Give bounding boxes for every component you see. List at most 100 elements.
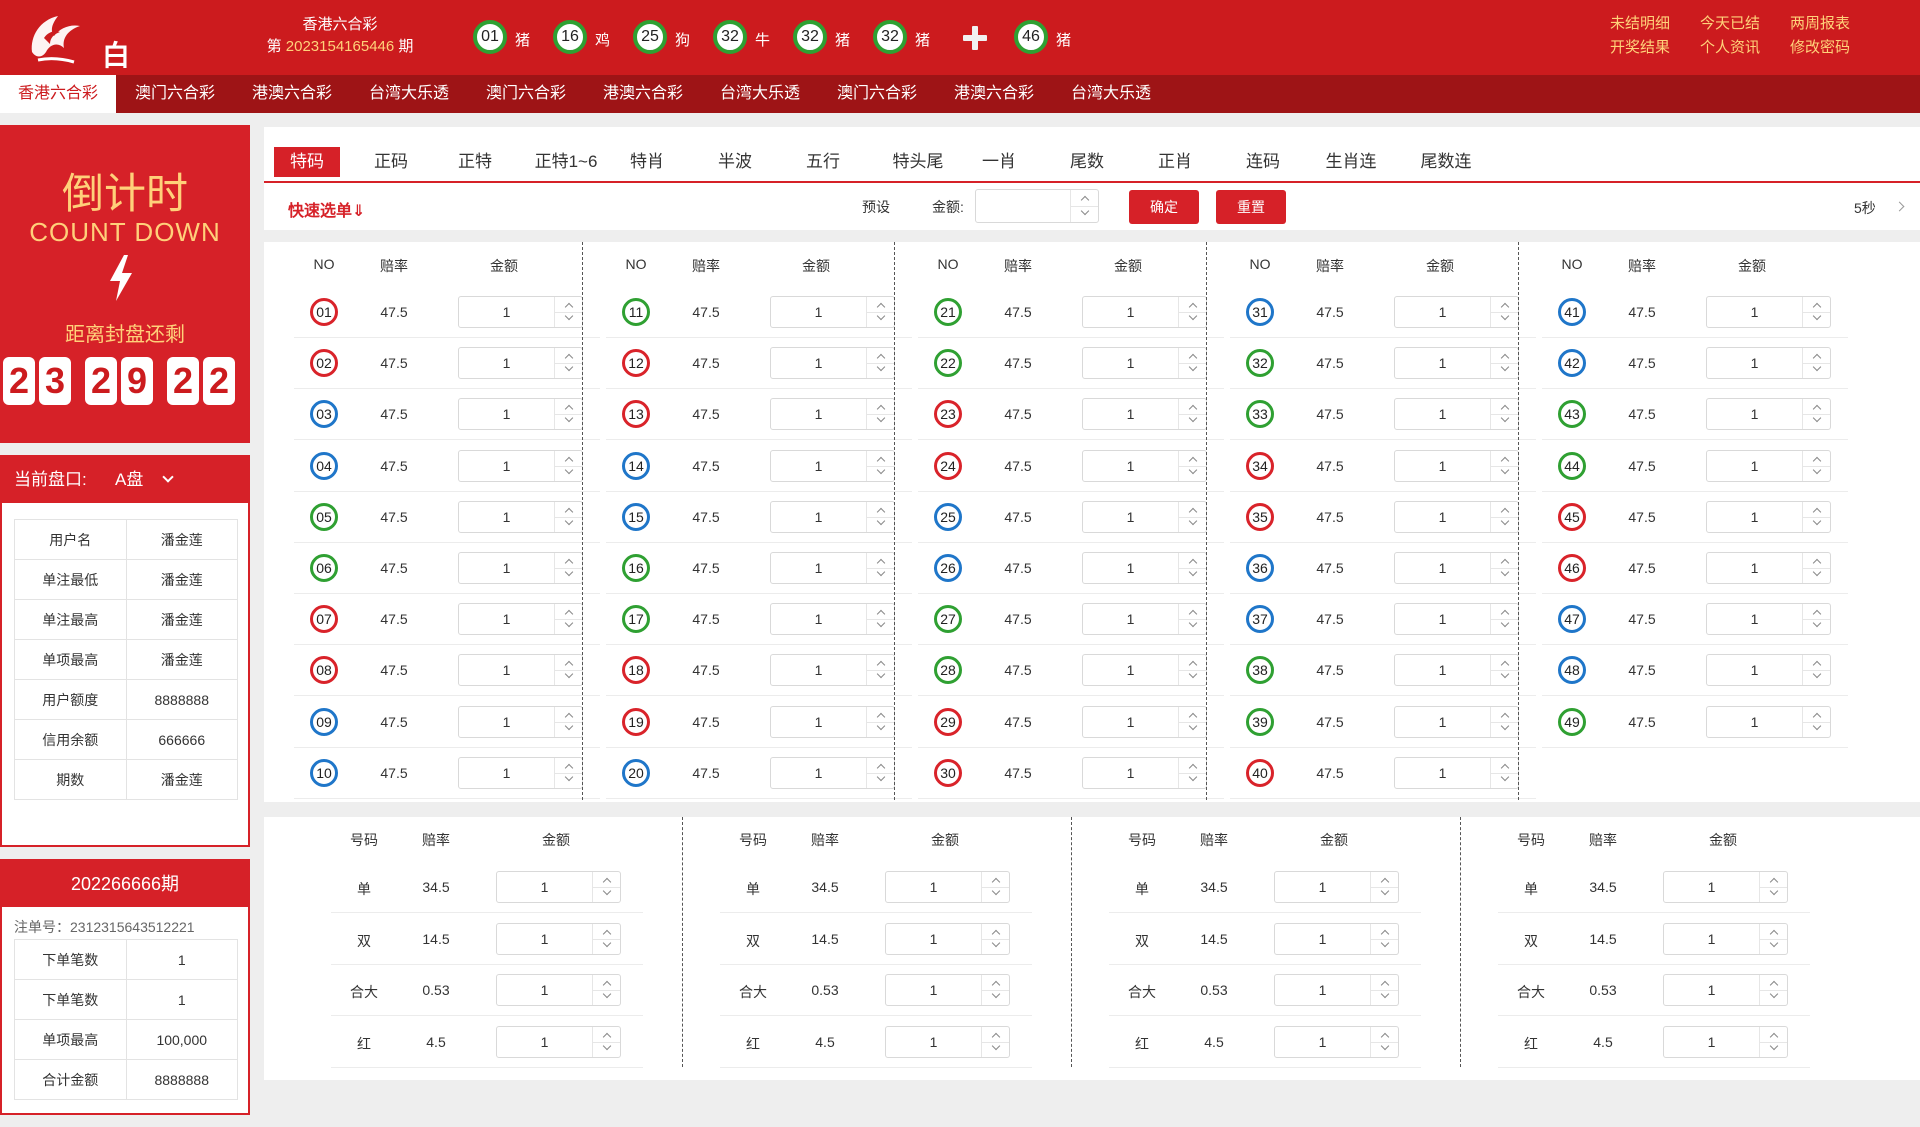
amount-stepper[interactable]: 1 — [1274, 974, 1399, 1006]
amount-value[interactable]: 1 — [1126, 457, 1135, 474]
amount-stepper[interactable]: 1 — [1082, 603, 1207, 636]
number-ball[interactable]: 12 — [622, 349, 650, 378]
stepper-arrows-icon[interactable] — [592, 872, 620, 902]
amount-input-value[interactable] — [976, 190, 1070, 222]
amount-stepper[interactable]: 1 — [770, 500, 895, 533]
amount-stepper[interactable]: 1 — [885, 1025, 1010, 1058]
amount-stepper[interactable]: 1 — [1706, 449, 1831, 482]
number-ball[interactable]: 25 — [934, 502, 962, 531]
stepper-arrows-icon[interactable] — [1490, 399, 1518, 430]
amount-stepper[interactable]: 1 — [1394, 552, 1519, 584]
amount-value[interactable]: 1 — [502, 662, 511, 679]
amount-value[interactable]: 1 — [814, 713, 823, 730]
amount-value[interactable]: 1 — [1750, 457, 1759, 474]
amount-stepper[interactable]: 1 — [458, 552, 583, 584]
amount-value[interactable]: 1 — [1750, 713, 1759, 730]
stepper-arrows-icon[interactable] — [1178, 757, 1206, 788]
amount-stepper[interactable]: 1 — [1706, 603, 1831, 636]
number-ball[interactable]: 48 — [1558, 656, 1586, 685]
amount-value[interactable]: 1 — [1126, 713, 1135, 730]
amount-value[interactable]: 1 — [502, 508, 511, 525]
amount-stepper[interactable]: 1 — [770, 347, 895, 380]
amount-input[interactable] — [975, 189, 1099, 223]
amount-stepper[interactable]: 1 — [1274, 1025, 1399, 1058]
play-tab[interactable]: 特肖 — [630, 152, 664, 171]
stepper-arrows-icon[interactable] — [554, 655, 582, 686]
number-ball[interactable]: 08 — [310, 656, 338, 685]
number-ball[interactable]: 10 — [310, 758, 338, 787]
stepper-arrows-icon[interactable] — [1759, 1026, 1787, 1057]
play-tab[interactable]: 五行 — [806, 152, 840, 171]
stepper-arrows-icon[interactable] — [1759, 923, 1787, 954]
amount-stepper[interactable]: 1 — [1394, 449, 1519, 482]
amount-stepper[interactable]: 1 — [458, 500, 583, 533]
amount-stepper[interactable]: 1 — [1663, 922, 1788, 955]
amount-stepper[interactable]: 1 — [1706, 398, 1831, 431]
play-tab[interactable]: 半波 — [718, 152, 752, 171]
stepper-arrows-icon[interactable] — [981, 975, 1009, 1005]
amount-stepper[interactable]: 1 — [1082, 500, 1207, 533]
lottery-tab[interactable]: 港澳六合彩 — [602, 85, 683, 102]
play-tab[interactable]: 正特1~6 — [534, 152, 598, 171]
amount-value[interactable]: 1 — [1707, 879, 1716, 895]
plate-value[interactable]: A盘 — [115, 470, 144, 489]
amount-stepper[interactable]: 1 — [496, 871, 621, 903]
number-ball[interactable]: 14 — [622, 451, 650, 480]
stepper-arrows-icon[interactable] — [1370, 1026, 1398, 1057]
amount-value[interactable]: 1 — [814, 764, 823, 781]
stepper-arrows-icon[interactable] — [1490, 348, 1518, 379]
stepper-arrows-icon[interactable] — [554, 450, 582, 481]
stepper-arrows-icon[interactable] — [1178, 604, 1206, 635]
amount-value[interactable]: 1 — [929, 879, 938, 895]
amount-value[interactable]: 1 — [1750, 611, 1759, 628]
amount-stepper[interactable]: 1 — [1394, 603, 1519, 636]
stepper-arrows-icon[interactable] — [1370, 872, 1398, 902]
amount-value[interactable]: 1 — [814, 662, 823, 679]
number-ball[interactable]: 33 — [1246, 400, 1274, 429]
number-ball[interactable]: 37 — [1246, 605, 1274, 634]
amount-value[interactable]: 1 — [1126, 355, 1135, 372]
amount-stepper[interactable]: 1 — [1706, 654, 1831, 687]
stepper-arrows-icon[interactable] — [1490, 553, 1518, 583]
amount-value[interactable]: 1 — [1318, 879, 1327, 895]
amount-value[interactable]: 1 — [1707, 930, 1716, 947]
amount-value[interactable]: 1 — [1126, 508, 1135, 525]
amount-value[interactable]: 1 — [1438, 611, 1447, 628]
amount-stepper[interactable]: 1 — [1082, 296, 1207, 328]
amount-stepper[interactable]: 1 — [1394, 500, 1519, 533]
chevron-down-icon[interactable] — [162, 471, 174, 483]
amount-stepper[interactable]: 1 — [1394, 654, 1519, 687]
lottery-tab[interactable]: 台湾大乐透 — [368, 85, 449, 102]
amount-value[interactable]: 1 — [502, 713, 511, 730]
number-ball[interactable]: 04 — [310, 451, 338, 480]
lottery-tab[interactable]: 港澳六合彩 — [251, 85, 332, 102]
stepper-arrows-icon[interactable] — [1178, 297, 1206, 327]
refresh-interval[interactable]: 5秒 — [1854, 200, 1876, 216]
stepper-arrows-icon[interactable] — [1802, 450, 1830, 481]
amount-value[interactable]: 1 — [1438, 713, 1447, 730]
amount-stepper[interactable]: 1 — [1394, 756, 1519, 789]
amount-value[interactable]: 1 — [814, 611, 823, 628]
number-ball[interactable]: 21 — [934, 298, 962, 326]
stepper-arrows-icon[interactable] — [866, 553, 894, 583]
number-ball[interactable]: 11 — [622, 298, 650, 326]
play-tab[interactable]: 特码 — [274, 147, 340, 177]
stepper-arrows-icon[interactable] — [554, 297, 582, 327]
number-ball[interactable]: 34 — [1246, 451, 1274, 480]
stepper-arrows-icon[interactable] — [1178, 655, 1206, 686]
lottery-tab[interactable]: 澳门六合彩 — [836, 85, 917, 102]
stepper-arrows-icon[interactable] — [1802, 399, 1830, 430]
amount-value[interactable]: 1 — [540, 1033, 549, 1050]
stepper-arrows-icon[interactable] — [866, 604, 894, 635]
quick-select-toggle[interactable]: 快速选单⇓ — [288, 203, 366, 220]
amount-value[interactable]: 1 — [814, 508, 823, 525]
stepper-arrows-icon[interactable] — [1178, 348, 1206, 379]
play-tab[interactable]: 尾数连 — [1420, 152, 1472, 171]
amount-value[interactable]: 1 — [814, 406, 823, 423]
play-tab[interactable]: 连码 — [1246, 152, 1280, 171]
stepper-arrows-icon[interactable] — [554, 501, 582, 532]
number-ball[interactable]: 47 — [1558, 605, 1586, 634]
lottery-tab[interactable]: 香港六合彩 — [0, 75, 116, 113]
stepper-arrows-icon[interactable] — [866, 450, 894, 481]
stepper-arrows-icon[interactable] — [554, 706, 582, 737]
